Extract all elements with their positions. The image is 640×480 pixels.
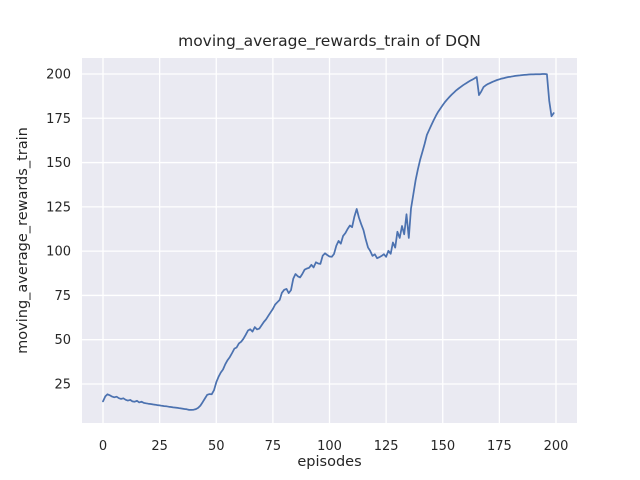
chart-title: moving_average_rewards_train of DQN [178, 32, 481, 51]
x-tick-label: 25 [151, 439, 168, 454]
x-tick-label: 150 [430, 439, 455, 454]
y-tick-label: 175 [46, 112, 71, 127]
y-tick-label: 200 [46, 68, 71, 83]
x-tick-label: 200 [544, 439, 569, 454]
dqn-reward-line [102, 73, 555, 411]
x-tick-label: 125 [374, 439, 399, 454]
x-tick-labels: 0 25 50 75 100 125 150 175 200 [99, 439, 569, 454]
grid [82, 58, 577, 423]
x-axis-label: episodes [297, 454, 361, 470]
x-tick-label: 50 [208, 439, 225, 454]
y-tick-label: 75 [54, 289, 71, 304]
x-tick-label: 100 [317, 439, 342, 454]
y-tick-labels: 25 50 75 100 125 150 175 200 [46, 68, 71, 393]
y-axis-label: moving_average_rewards_train [15, 127, 31, 354]
x-tick-label: 175 [487, 439, 512, 454]
series-group [102, 73, 555, 411]
y-tick-label: 50 [54, 333, 71, 348]
y-tick-label: 125 [46, 200, 71, 215]
y-tick-label: 100 [46, 245, 71, 260]
y-tick-label: 25 [54, 377, 71, 392]
x-tick-label: 75 [265, 439, 282, 454]
y-tick-label: 150 [46, 156, 71, 171]
x-tick-label: 0 [99, 439, 107, 454]
